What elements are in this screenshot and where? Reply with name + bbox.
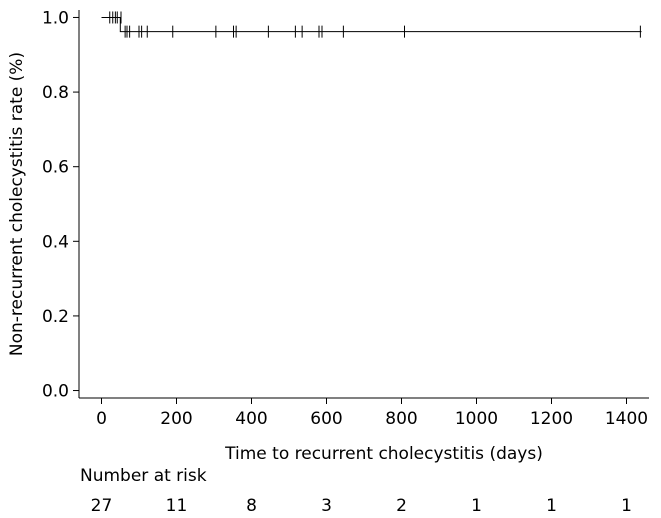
x-tick-label: 600	[310, 409, 342, 429]
y-tick-label: 0.8	[42, 83, 69, 103]
survival-step-line	[101, 17, 642, 33]
risk-table-title: Number at risk	[80, 466, 207, 486]
y-tick-label: 0.6	[42, 158, 69, 178]
x-axis-title: Time to recurrent cholecystitis (days)	[224, 444, 543, 464]
risk-count: 1	[471, 496, 482, 516]
x-tick-label: 1200	[530, 409, 573, 429]
axes	[78, 10, 649, 399]
y-tick-label: 0.0	[42, 382, 69, 402]
x-tick-label: 0	[96, 409, 107, 429]
survival-curve	[101, 17, 642, 33]
y-tick-label: 0.2	[42, 307, 69, 327]
risk-count: 27	[90, 496, 113, 516]
y-axis-title: Non-recurrent cholecystitis rate (%)	[7, 52, 27, 356]
risk-count: 2	[396, 496, 407, 516]
x-tick-label: 800	[385, 409, 417, 429]
risk-count: 11	[165, 496, 188, 516]
y-tick-label: 0.4	[42, 232, 69, 252]
x-ticks: 0 200 400 600 800 1000 1200 1400	[96, 398, 648, 429]
y-tick-label: 1.0	[42, 8, 69, 28]
risk-count: 8	[246, 496, 257, 516]
x-tick-label: 200	[160, 409, 192, 429]
risk-count: 1	[621, 496, 632, 516]
x-tick-label: 1000	[455, 409, 498, 429]
risk-count: 1	[546, 496, 557, 516]
x-tick-label: 1400	[605, 409, 648, 429]
y-ticks: 0.0 0.2 0.4 0.6 0.8 1.0	[42, 8, 79, 402]
risk-count: 3	[321, 496, 332, 516]
censor-marks	[109, 11, 641, 38]
x-tick-label: 400	[235, 409, 267, 429]
